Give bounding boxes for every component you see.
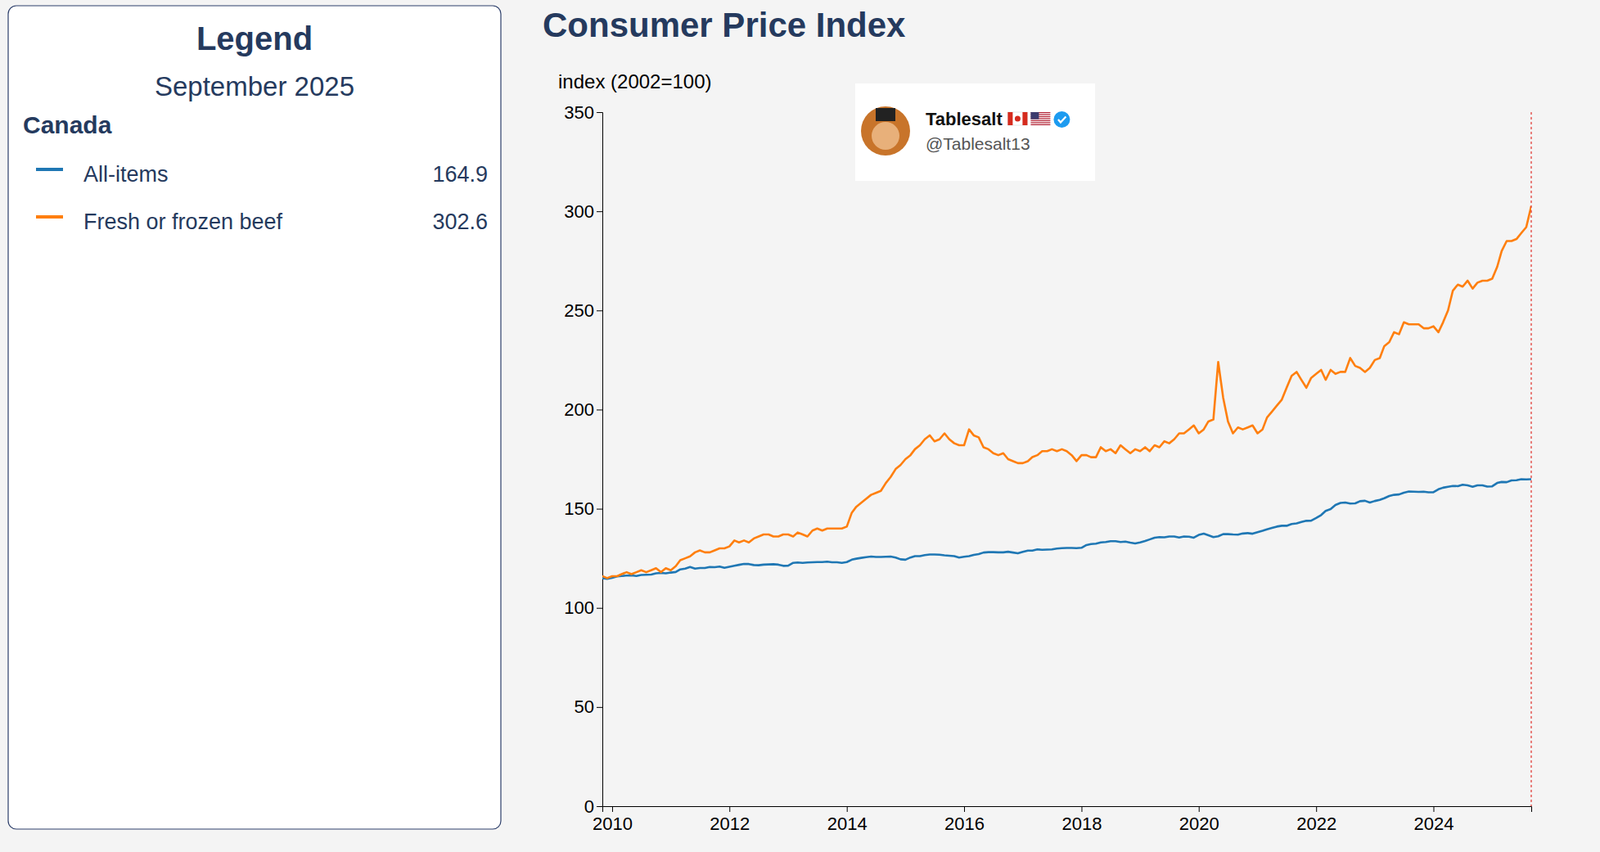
- x-tick: 2020: [1179, 806, 1220, 834]
- y-tick: 300: [563, 201, 603, 222]
- x-tick-label: 2022: [1296, 813, 1337, 834]
- legend-frame: [8, 5, 501, 830]
- legend-value: 164.9: [432, 162, 488, 187]
- legend-group: Canada: [22, 111, 113, 139]
- x-tick-label: 2010: [592, 813, 633, 834]
- x-axis-line: [603, 806, 1533, 813]
- y-tick-mark: [596, 509, 603, 510]
- legend-swatch: [36, 167, 64, 172]
- y-tick: 350: [563, 102, 603, 123]
- y-tick-mark: [596, 608, 603, 609]
- x-tick: 2016: [944, 806, 985, 834]
- x-tick-mark: [1081, 806, 1082, 812]
- legend: Legend September 2025 Canada All-items 164.9…: [8, 5, 501, 830]
- y-tick-label: 150: [563, 498, 595, 519]
- y-tick: 0: [584, 796, 603, 817]
- x-tick-label: 2012: [709, 813, 750, 834]
- y-tick-label: 300: [563, 201, 595, 222]
- x-axis: 2010 2012 2014 2016 2018 2020 2022 2024: [592, 806, 1533, 834]
- x-tick-label: 2024: [1413, 813, 1454, 834]
- y-tick: 250: [563, 300, 603, 321]
- current-date-line: [1530, 112, 1532, 807]
- x-tick-mark: [1433, 806, 1434, 812]
- x-tick: 2024: [1413, 806, 1454, 834]
- flag-ca: [1007, 112, 1028, 126]
- y-tick-mark: [596, 707, 603, 708]
- watermark-name: Tablesalt: [925, 108, 1003, 130]
- x-tick-mark: [729, 806, 731, 812]
- series-line: [602, 478, 1532, 579]
- x-tick: 2010: [592, 806, 633, 834]
- chart-title: Consumer Price Index: [542, 5, 906, 45]
- y-tick-mark: [596, 806, 603, 807]
- x-tick: 2014: [827, 806, 868, 834]
- x-tick: 2012: [709, 806, 750, 834]
- x-tick-label: 2018: [1061, 813, 1102, 834]
- y-tick-label: 200: [563, 399, 595, 420]
- x-tick: 2018: [1061, 806, 1102, 834]
- y-tick-mark: [596, 211, 603, 212]
- legend-title: Legend: [196, 20, 313, 57]
- avatar-hat: [875, 108, 896, 122]
- flag-us: [1030, 112, 1051, 126]
- legend-date: September 2025: [154, 71, 355, 102]
- x-tick-mark: [847, 806, 848, 812]
- legend-label: Fresh or frozen beef: [83, 209, 284, 235]
- avatar-face: [871, 121, 900, 150]
- x-tick-mark: [612, 806, 613, 812]
- x-tick-mark: [964, 806, 965, 812]
- y-tick-mark: [596, 310, 603, 311]
- y-tick-label: 350: [563, 102, 595, 123]
- y-tick: 150: [563, 498, 603, 519]
- watermark-box: [855, 83, 1096, 181]
- y-tick-label: 100: [563, 597, 595, 618]
- y-tick: 200: [563, 399, 603, 420]
- legend-value: 302.6: [432, 209, 488, 235]
- verified-badge: [1053, 111, 1070, 128]
- watermark: Tablesalt @Tablesalt13: [855, 83, 1096, 181]
- y-tick-label: 50: [574, 696, 595, 717]
- legend-label: All-items: [83, 162, 169, 187]
- y-tick: 100: [563, 597, 603, 618]
- y-tick: 50: [574, 696, 603, 717]
- chart: Legend September 2025 Canada All-items 164.9…: [0, 0, 1600, 852]
- x-tick-label: 2016: [944, 813, 985, 834]
- x-tick-mark: [1316, 806, 1317, 812]
- x-tick-mark: [1198, 806, 1200, 812]
- x-tick-label: 2020: [1179, 813, 1220, 834]
- y-tick-label: 0: [584, 796, 595, 817]
- series-line: [602, 206, 1532, 579]
- avatar: [860, 106, 911, 156]
- legend-swatch: [36, 215, 64, 219]
- watermark-handle: @Tablesalt13: [925, 134, 1031, 154]
- y-tick-mark: [596, 409, 603, 411]
- y-axis-title: index (2002=100): [558, 70, 712, 93]
- y-tick-mark: [596, 112, 603, 113]
- x-tick-label: 2014: [827, 813, 868, 834]
- y-axis: 0 50 100 150 200 250 300 350: [563, 102, 603, 817]
- y-axis-line: [596, 112, 604, 807]
- x-tick: 2022: [1296, 806, 1337, 834]
- plot-area: [602, 206, 1532, 579]
- y-tick-label: 250: [563, 300, 595, 321]
